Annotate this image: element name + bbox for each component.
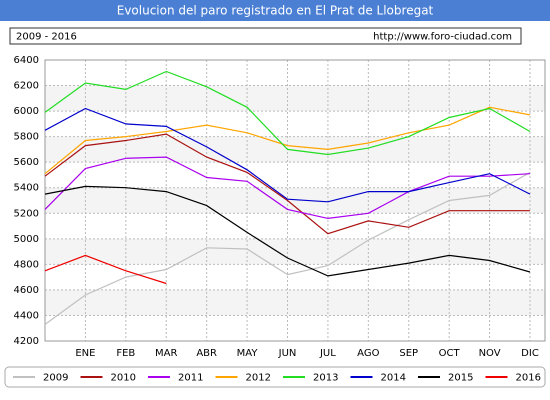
legend-label: 2011 (178, 373, 203, 384)
x-tick-label: AGO (357, 348, 379, 359)
x-tick-label: SEP (399, 348, 418, 359)
source-label: http://www.foro-ciudad.com (373, 32, 512, 43)
y-tick-label: 4600 (14, 285, 39, 296)
x-tick-label: DIC (521, 348, 539, 359)
y-tick-label: 5600 (14, 157, 39, 168)
y-tick-label: 5800 (14, 132, 39, 143)
series-line (44, 70, 531, 156)
legend-label: 2013 (313, 373, 338, 384)
y-tick-label: 6200 (14, 81, 39, 92)
grid-band (45, 136, 545, 163)
legend-label: 2012 (246, 373, 271, 384)
grid-band (45, 289, 545, 316)
legend-box (4, 366, 546, 388)
y-tick-label: 5400 (14, 183, 39, 194)
series-line (44, 185, 531, 277)
legend-label: 2015 (448, 373, 473, 384)
x-tick-label: FEB (116, 348, 135, 359)
series-line (44, 107, 531, 203)
grid-band (45, 187, 545, 214)
y-tick-label: 4800 (14, 259, 39, 270)
y-tick-label: 4200 (14, 336, 39, 347)
header-box (9, 27, 522, 45)
x-tick-label: JUN (278, 348, 297, 359)
series-line (44, 106, 531, 175)
grid-band (45, 85, 545, 112)
legend-label: 2014 (381, 373, 406, 384)
chart-title: Evolucion del paro registrado en El Prat… (117, 4, 434, 18)
x-tick-label: NOV (479, 348, 501, 359)
x-tick-label: ENE (75, 348, 95, 359)
series-line (44, 171, 531, 325)
x-tick-label: ABR (196, 348, 217, 359)
title-bar (0, 0, 550, 21)
x-tick-label: MAY (237, 348, 259, 359)
series-line (44, 156, 531, 220)
y-tick-label: 5200 (14, 208, 39, 219)
legend-label: 2010 (111, 373, 136, 384)
y-tick-label: 6400 (14, 55, 39, 66)
range-label: 2009 - 2016 (16, 32, 77, 43)
y-tick-label: 6000 (14, 106, 39, 117)
legend-label: 2009 (43, 373, 68, 384)
x-tick-label: MAR (155, 348, 177, 359)
legend-label: 2016 (516, 373, 541, 384)
x-tick-label: OCT (439, 348, 461, 359)
y-tick-label: 5000 (14, 234, 39, 245)
series-line (44, 133, 530, 235)
plot-frame (44, 59, 546, 342)
y-tick-label: 4400 (14, 310, 39, 321)
series-line (44, 254, 167, 285)
x-tick-label: JUL (319, 348, 336, 359)
grid-band (45, 238, 545, 265)
